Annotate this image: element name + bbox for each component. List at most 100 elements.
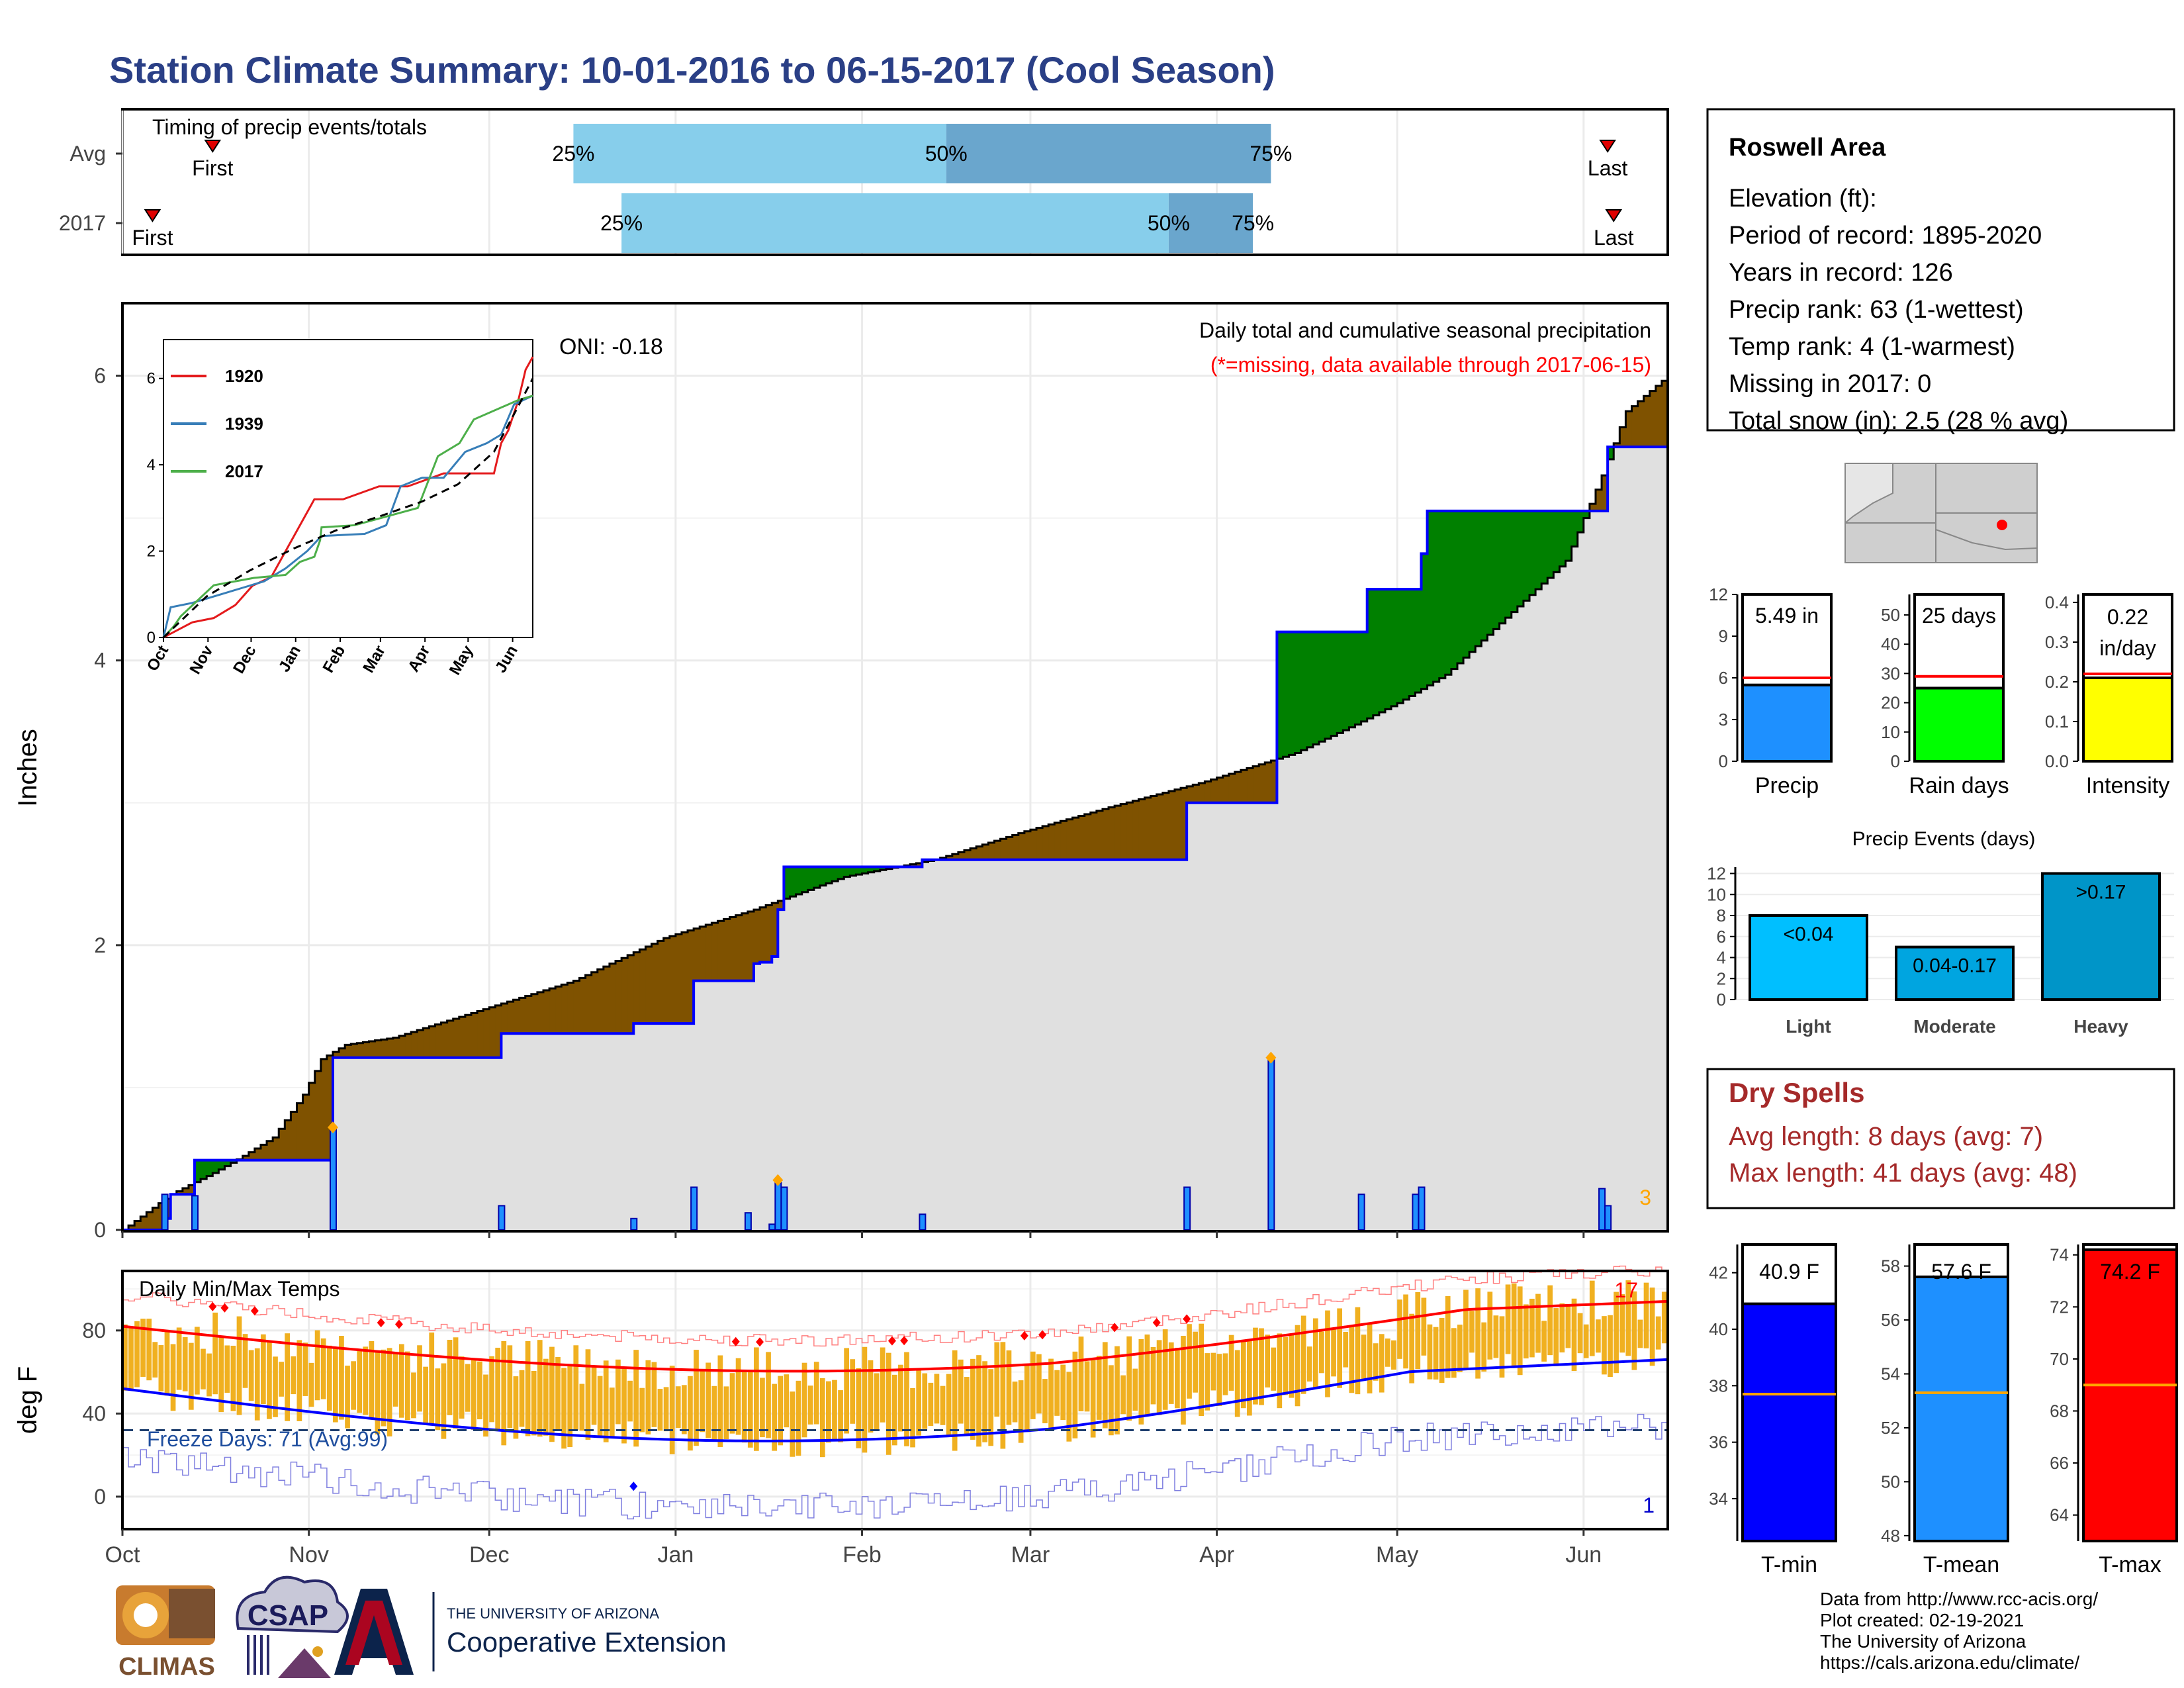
daily-temp-bar: [459, 1356, 465, 1419]
deficit-area: [260, 1145, 267, 1160]
daily-temp-bar: [1445, 1296, 1451, 1378]
daily-temp-bar: [411, 1372, 416, 1419]
daily-temp-bar: [970, 1358, 976, 1440]
temp-summary-tick: 66: [2050, 1453, 2069, 1473]
daily-precip-bar: [630, 1217, 638, 1231]
surplus-area: [819, 867, 827, 886]
daily-temp-bar: [1054, 1370, 1060, 1416]
surplus-area: [1289, 632, 1296, 755]
event-marker: [1265, 1051, 1277, 1064]
deficit-area: [1078, 816, 1085, 860]
inset-frame: [163, 339, 533, 638]
month-tick-label: May: [1376, 1542, 1418, 1568]
deficit-area: [1619, 427, 1626, 447]
deficit-area: [1000, 839, 1007, 860]
daily-temp-bar: [1493, 1315, 1499, 1358]
month-tick-label: Feb: [842, 1542, 882, 1568]
daily-temp-bar: [801, 1362, 807, 1438]
daily-temp-bar: [1643, 1282, 1649, 1348]
daily-temp-bar: [201, 1348, 206, 1389]
daily-temp-bar: [248, 1350, 254, 1401]
freeze-days-label: Freeze Days: 71 (Avg:99): [147, 1427, 388, 1451]
events-bar-heavy: [2041, 872, 2161, 1001]
csap-wordmark: CSAP: [248, 1599, 328, 1632]
record-high-marker: [731, 1336, 740, 1346]
surplus-area: [1571, 510, 1578, 547]
daily-temp-bar: [188, 1342, 194, 1410]
daily-temp-bar: [621, 1368, 627, 1444]
daily-temp-bar: [1457, 1325, 1463, 1372]
daily-temp-bar: [958, 1359, 964, 1424]
summary-bar-box: [1913, 593, 2005, 690]
surplus-area: [784, 867, 791, 899]
station-info-line: Precip rank: 63 (1-wettest): [1729, 296, 2024, 324]
summary-tick: 0: [1719, 751, 1728, 771]
deficit-area: [1109, 807, 1115, 860]
daily-temp-bar: [122, 1324, 128, 1391]
daily-temp-bar: [1541, 1321, 1547, 1362]
deficit-area: [555, 986, 562, 1034]
daily-temp-bar: [1109, 1365, 1114, 1436]
daily-temp-bar: [1138, 1338, 1144, 1425]
daily-temp-bar: [176, 1327, 182, 1390]
daily-temp-bar: [946, 1374, 952, 1436]
deficit-area: [1126, 802, 1133, 860]
deficit-area: [519, 998, 526, 1034]
daily-temp-bar: [1156, 1340, 1162, 1415]
daily-temp-bar: [813, 1362, 819, 1425]
temp-y-tick: 40: [82, 1401, 106, 1425]
deficit-area: [320, 1058, 328, 1160]
timing-bar-25-50: [573, 124, 946, 183]
precip-y-tick: 2: [94, 933, 106, 957]
daily-precip-bar: [774, 1182, 782, 1231]
deficit-area: [964, 850, 971, 860]
daily-temp-bar: [1060, 1364, 1066, 1421]
surplus-area: [1577, 510, 1584, 533]
daily-temp-bar: [320, 1338, 326, 1399]
deficit-area: [741, 913, 749, 981]
deficit-area: [627, 955, 634, 1034]
temp-summary-tick: 54: [1881, 1364, 1900, 1383]
daily-temp-bar: [501, 1340, 507, 1446]
surplus-area: [1511, 510, 1518, 612]
csap-logo: CSAP: [236, 1575, 349, 1678]
daily-temp-bar: [1337, 1308, 1343, 1388]
timing-p75-label: 75%: [1250, 142, 1292, 165]
events-category-label: Light: [1786, 1016, 1831, 1037]
record-high-marker: [1038, 1330, 1047, 1340]
deficit-area: [381, 1039, 388, 1058]
deficit-area: [1602, 475, 1608, 511]
normal-min-line: [122, 1358, 1668, 1442]
summary-tick: 0.2: [2045, 672, 2069, 692]
daily-temp-bar: [1505, 1284, 1511, 1354]
summary-bar-label: Rain days: [1909, 773, 2009, 798]
summary-value-unit: in/day: [2099, 636, 2156, 660]
daily-temp-bar: [729, 1373, 735, 1434]
timing-p50-label: 50%: [925, 142, 968, 165]
daily-temp-bar: [1397, 1299, 1402, 1359]
timing-bar-50-75: [1168, 193, 1253, 253]
deficit-area: [603, 966, 610, 1034]
daily-temp-bar: [982, 1361, 987, 1442]
daily-precip-bar: [498, 1205, 506, 1231]
surplus-area: [1306, 632, 1314, 747]
deficit-area: [254, 1148, 261, 1160]
surplus-area: [868, 867, 875, 872]
events-category-label: Heavy: [2073, 1016, 2128, 1037]
surplus-area: [1583, 510, 1590, 518]
record-high-marker: [887, 1336, 896, 1346]
normal-max-line: [122, 1299, 1668, 1373]
deficit-area: [1156, 794, 1163, 860]
daily-temp-bar: [1265, 1335, 1270, 1388]
deficit-area: [447, 1020, 454, 1058]
daily-temp-bar: [1553, 1308, 1559, 1366]
surplus-area: [1487, 510, 1494, 635]
daily-temp-bar: [273, 1356, 278, 1417]
deficit-area: [146, 1212, 153, 1230]
daily-temp-bar: [591, 1366, 597, 1425]
daily-temp-bar: [633, 1350, 639, 1447]
deficit-area: [1072, 818, 1079, 860]
daily-temp-bar: [345, 1366, 350, 1429]
deficit-area: [1115, 806, 1121, 860]
